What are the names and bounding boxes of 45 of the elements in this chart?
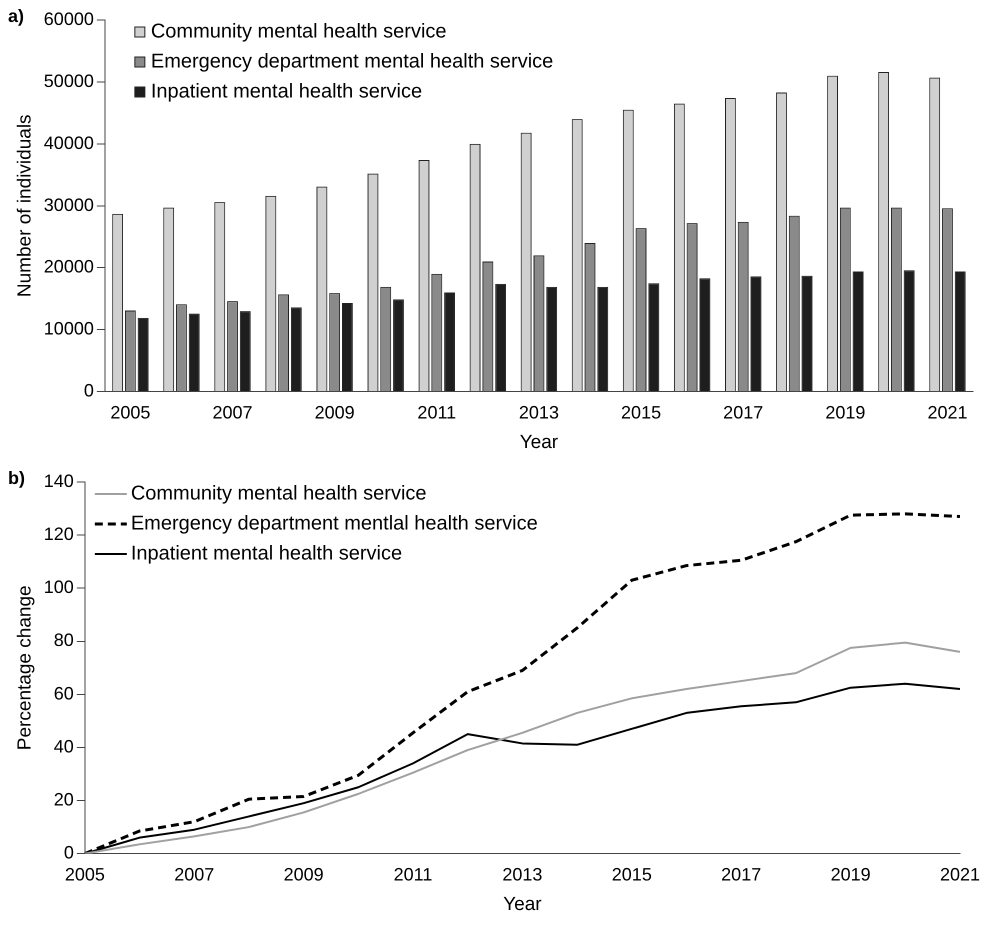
- y-axis-title: Number of individuals: [14, 114, 36, 298]
- y-axis-title: Percentage change: [14, 585, 36, 750]
- y-tick-label: 60000: [44, 8, 94, 29]
- legend-label: Emergency department mental health service: [150, 50, 554, 73]
- y-tick-label: 30000: [44, 194, 94, 215]
- y-tick-label: 140: [44, 470, 74, 491]
- y-tick-label: 60: [54, 683, 74, 704]
- x-tick-label: 2017: [723, 402, 764, 422]
- x-tick-label: 2011: [394, 864, 432, 884]
- y-tick-label: 50000: [44, 70, 94, 91]
- x-tick-label: 2011: [417, 402, 456, 422]
- y-tick-label: 0: [64, 842, 74, 863]
- x-tick-label: 2005: [64, 864, 105, 884]
- x-tick-label: 2007: [212, 402, 253, 422]
- y-tick-label: 40000: [44, 132, 94, 153]
- legend-label: Community mental health service: [150, 20, 447, 43]
- x-axis-title: Year: [520, 432, 559, 453]
- x-tick-label: 2021: [940, 864, 980, 884]
- x-tick-label: 2017: [721, 864, 762, 884]
- y-tick-label: 120: [44, 524, 74, 544]
- x-axis-title: Year: [503, 894, 542, 915]
- legend-label: Inpatient mental health service: [150, 80, 422, 103]
- x-tick-label: 2019: [825, 402, 866, 422]
- y-tick-label: 40: [54, 736, 74, 756]
- y-tick-label: 80: [54, 630, 74, 650]
- y-tick-label: 20000: [44, 256, 94, 277]
- x-tick-label: 2021: [927, 402, 968, 422]
- chart-title: b): [8, 468, 25, 488]
- x-tick-label: 2009: [314, 402, 355, 422]
- legend-label: Inpatient mental health service: [130, 542, 402, 565]
- x-tick-label: 2015: [621, 402, 662, 422]
- x-tick-label: 2015: [612, 864, 652, 884]
- x-tick-label: 2019: [830, 864, 871, 884]
- x-tick-label: 2007: [174, 864, 214, 884]
- y-tick-label: 20: [54, 789, 74, 810]
- x-tick-label: 2009: [284, 864, 324, 884]
- chart-title: a): [8, 6, 24, 26]
- x-tick-label: 2005: [110, 402, 150, 422]
- x-tick-label: 2013: [518, 402, 559, 422]
- legend-label: Community mental health service: [130, 482, 427, 505]
- legend-label: Emergency department mentlal health service: [130, 512, 538, 535]
- x-tick-label: 2013: [502, 864, 542, 884]
- y-tick-label: 100: [44, 577, 74, 598]
- y-tick-label: 0: [84, 380, 94, 401]
- y-tick-label: 10000: [44, 318, 94, 339]
